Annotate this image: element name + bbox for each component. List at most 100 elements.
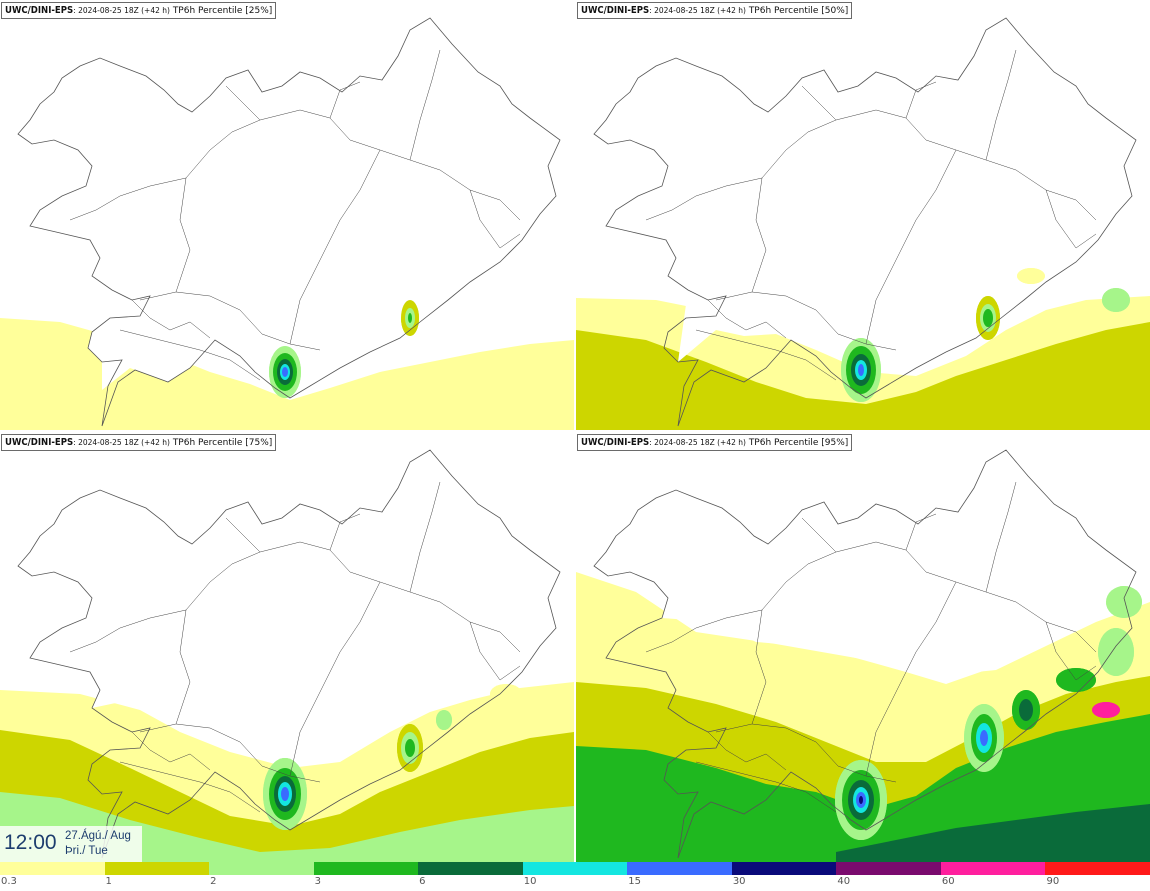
precip-map-p25 xyxy=(0,0,574,430)
precip-contour xyxy=(836,804,1150,862)
colorbar-tick-label: 40 xyxy=(837,876,851,887)
precip-core xyxy=(1092,702,1120,718)
road-line xyxy=(329,117,521,221)
road-line xyxy=(751,541,907,725)
road-line xyxy=(289,581,381,777)
road-line xyxy=(645,177,763,221)
road-line xyxy=(695,329,837,381)
road-line xyxy=(1045,189,1097,249)
field-name: TP6h Percentile [25%] xyxy=(169,6,273,16)
road-line xyxy=(469,621,521,681)
road-line xyxy=(175,109,331,293)
precip-core xyxy=(858,364,864,376)
field-name: TP6h Percentile [75%] xyxy=(169,438,273,448)
precip-core xyxy=(282,367,288,377)
road-line xyxy=(329,81,361,119)
road-line xyxy=(695,761,837,813)
precip-core xyxy=(408,313,412,323)
map-panel-p75: UWC/DINI-EPS: 2024-08-25 18Z (+42 h) TP6… xyxy=(0,432,574,862)
road-line xyxy=(905,117,1097,221)
panel-title: UWC/DINI-EPS: 2024-08-25 18Z (+42 h) TP6… xyxy=(1,434,277,451)
road-line xyxy=(69,177,187,221)
colorbar-segment xyxy=(209,862,314,875)
precip-core xyxy=(490,684,522,704)
road-line xyxy=(865,149,957,345)
precip-core xyxy=(983,309,993,327)
model-source: UWC/DINI-EPS xyxy=(581,437,650,448)
road-line xyxy=(1045,621,1097,681)
precip-core xyxy=(980,730,988,746)
colorbar-tick-label: 6 xyxy=(419,876,426,887)
run-info: : 2024-08-25 18Z (+42 h) xyxy=(73,6,170,15)
road-line xyxy=(985,49,1017,161)
colorbar-tick-label: 15 xyxy=(628,876,641,887)
colorbar-tick-label: 90 xyxy=(1046,876,1060,887)
precip-core xyxy=(1098,628,1134,676)
coastline xyxy=(17,17,561,427)
dry-land-area xyxy=(18,450,560,732)
colorbar-segment xyxy=(1045,862,1150,875)
colorbar xyxy=(0,862,1150,875)
precip-core xyxy=(1102,288,1130,312)
road-line xyxy=(409,49,441,161)
colorbar-segment xyxy=(104,862,210,875)
panel-title: UWC/DINI-EPS: 2024-08-25 18Z (+42 h) TP6… xyxy=(577,434,853,451)
precip-core xyxy=(1019,699,1033,721)
panel-title: UWC/DINI-EPS: 2024-08-25 18Z (+42 h) TP6… xyxy=(577,2,853,19)
colorbar-segment xyxy=(627,862,732,875)
road-line xyxy=(329,513,361,551)
road-line xyxy=(289,149,381,345)
valid-date: 27.Ágú./ Aug xyxy=(65,830,131,842)
colorbar-segment xyxy=(731,862,837,875)
panel-divider-horizontal xyxy=(0,430,1150,432)
colorbar-segment xyxy=(313,862,419,875)
road-line xyxy=(865,581,957,777)
road-line xyxy=(225,85,261,121)
road-line xyxy=(409,481,441,593)
precip-core xyxy=(859,796,863,804)
road-line xyxy=(69,609,187,653)
panel-title: UWC/DINI-EPS: 2024-08-25 18Z (+42 h) TP6… xyxy=(1,2,277,19)
colorbar-tick-label: 0.3 xyxy=(1,876,17,887)
dry-land-area xyxy=(594,18,1136,362)
road-line xyxy=(119,329,261,381)
road-line xyxy=(801,517,837,553)
coastline xyxy=(593,449,1137,859)
valid-time: 12:00 xyxy=(4,831,57,854)
colorbar-tick-label: 3 xyxy=(314,876,321,887)
precip-core xyxy=(405,739,415,757)
coastline xyxy=(593,17,1137,427)
precip-core xyxy=(436,710,452,730)
precip-core xyxy=(1106,586,1142,618)
precip-map-p95 xyxy=(576,432,1150,862)
colorbar-segment xyxy=(418,862,523,875)
road-line xyxy=(707,299,787,339)
road-line xyxy=(131,299,211,339)
colorbar-segment xyxy=(836,862,941,875)
precip-map-p50 xyxy=(576,0,1150,430)
precip-contour xyxy=(0,792,574,862)
run-info: : 2024-08-25 18Z (+42 h) xyxy=(73,438,170,447)
colorbar-tick-label: 60 xyxy=(941,876,955,887)
road-line xyxy=(707,731,787,771)
coastline xyxy=(17,449,561,859)
dry-land-area xyxy=(594,450,1124,684)
precip-contour xyxy=(576,322,1150,430)
colorbar-segment xyxy=(0,862,105,875)
precip-core xyxy=(281,787,289,801)
map-panel-p25: UWC/DINI-EPS: 2024-08-25 18Z (+42 h) TP6… xyxy=(0,0,574,430)
road-line xyxy=(905,549,1097,653)
road-line xyxy=(905,81,937,119)
road-line xyxy=(175,541,331,725)
colorbar-segment xyxy=(940,862,1046,875)
precip-core xyxy=(1017,268,1045,284)
colorbar-tick-label: 2 xyxy=(210,876,217,887)
precip-contour xyxy=(0,380,574,430)
map-panel-p95: UWC/DINI-EPS: 2024-08-25 18Z (+42 h) TP6… xyxy=(576,432,1150,862)
valid-time-box: 12:00 27.Ágú./ Aug Þri./ Tue xyxy=(0,826,142,862)
precip-map-p75 xyxy=(0,432,574,862)
map-panel-p50: UWC/DINI-EPS: 2024-08-25 18Z (+42 h) TP6… xyxy=(576,0,1150,430)
road-line xyxy=(645,609,763,653)
road-line xyxy=(119,761,261,813)
colorbar-tick-label: 1 xyxy=(105,876,112,887)
